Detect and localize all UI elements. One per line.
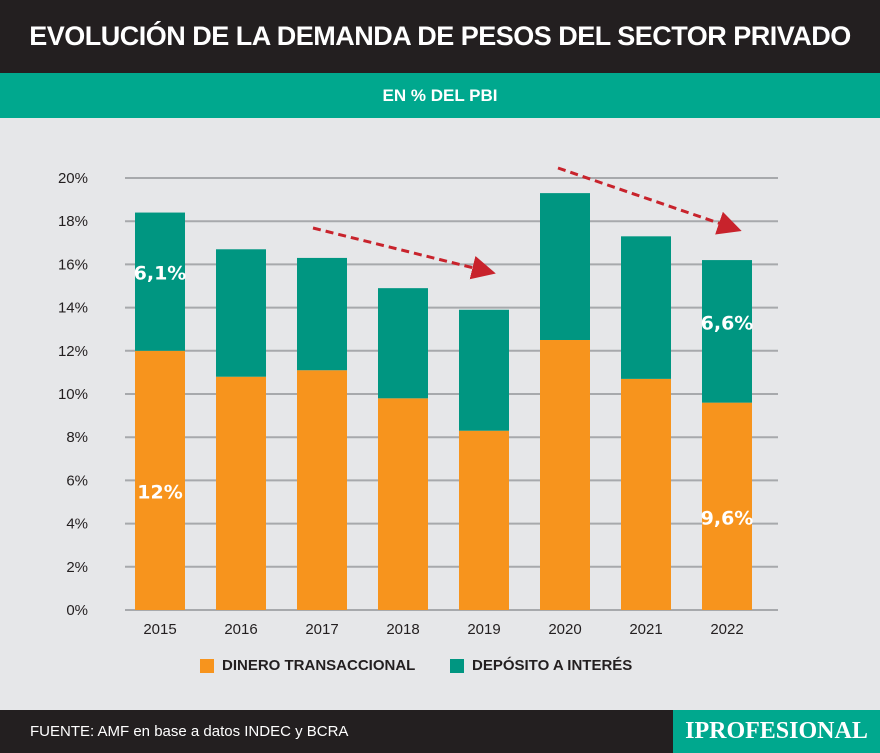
bar-deposito-2017 — [297, 257, 347, 371]
bar-deposito-2020 — [540, 193, 590, 340]
y-tick-label: 18% — [58, 213, 88, 230]
data-label: 6,1% — [134, 263, 187, 285]
bar-dinero-2018 — [378, 398, 428, 610]
y-tick-label: 0% — [66, 602, 88, 619]
bar-deposito-2018 — [378, 288, 428, 399]
logo: IPROFESIONAL — [673, 710, 880, 753]
legend-swatch — [200, 658, 214, 673]
y-tick-label: 4% — [66, 516, 88, 533]
y-tick-label: 12% — [58, 343, 88, 360]
bar-dinero-2017 — [297, 370, 347, 610]
x-tick-label: 2022 — [710, 621, 743, 638]
bar-deposito-2021 — [621, 236, 671, 379]
legend-item-dinero: DINERO TRANSACCIONAL — [200, 657, 415, 674]
x-tick-label: 2019 — [467, 621, 500, 638]
bar-deposito-2015 — [135, 212, 185, 351]
legend-item-deposito: DEPÓSITO A INTERÉS — [450, 657, 632, 674]
legend-label: DEPÓSITO A INTERÉS — [472, 657, 633, 674]
source-note: FUENTE: AMF en base a datos INDEC y BCRA — [30, 723, 349, 740]
x-tick-label: 2016 — [224, 621, 257, 638]
x-tick-label: 2017 — [305, 621, 338, 638]
chart-subtitle: EN % DEL PBI — [0, 73, 880, 118]
trend-arrow — [557, 166, 742, 235]
trend-arrow — [312, 226, 496, 280]
legend-swatch — [450, 658, 464, 673]
bar-deposito-2022 — [702, 260, 752, 403]
x-tick-label: 2015 — [143, 621, 176, 638]
bar-dinero-2022 — [702, 402, 752, 610]
bar-dinero-2016 — [216, 376, 266, 610]
x-tick-label: 2020 — [548, 621, 581, 638]
bar-dinero-2019 — [459, 430, 509, 610]
y-tick-label: 6% — [66, 472, 88, 489]
bar-deposito-2016 — [216, 249, 266, 377]
bar-dinero-2020 — [540, 340, 590, 610]
bar-dinero-2015 — [135, 350, 185, 610]
data-label: 12% — [137, 481, 182, 503]
legend-label: DINERO TRANSACCIONAL — [222, 657, 416, 674]
y-tick-label: 20% — [58, 170, 88, 187]
data-label: 6,6% — [701, 312, 754, 334]
y-tick-label: 10% — [58, 386, 88, 403]
bar-deposito-2019 — [459, 309, 509, 431]
x-tick-label: 2018 — [386, 621, 419, 638]
data-label: 9,6% — [701, 507, 754, 529]
y-tick-label: 14% — [58, 300, 88, 317]
footer: FUENTE: AMF en base a datos INDEC y BCRA… — [0, 710, 880, 753]
x-tick-label: 2021 — [629, 621, 662, 638]
y-tick-label: 8% — [66, 429, 88, 446]
y-tick-label: 16% — [58, 256, 88, 273]
chart-title: EVOLUCIÓN DE LA DEMANDA DE PESOS DEL SEC… — [0, 0, 880, 73]
y-tick-label: 2% — [66, 559, 88, 576]
bar-dinero-2021 — [621, 378, 671, 610]
